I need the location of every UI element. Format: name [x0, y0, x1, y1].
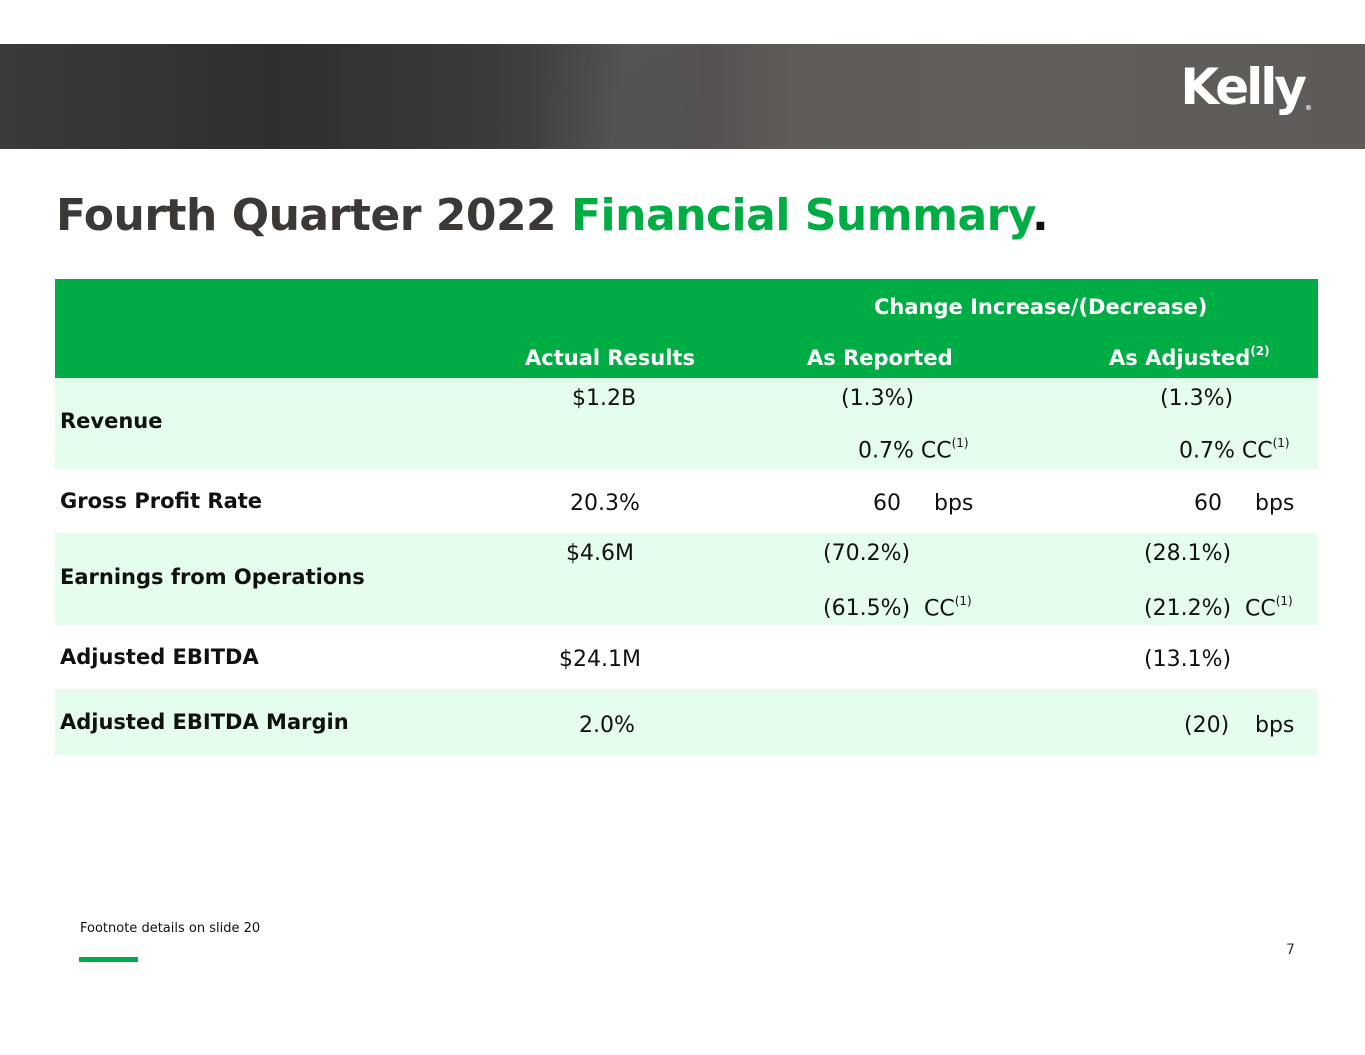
- col-header-adjusted-label: As Adjusted: [1109, 346, 1251, 370]
- cell-reported: (70.2%): [823, 541, 911, 566]
- registered-mark: ®: [1305, 104, 1312, 112]
- cell-adjusted-cc-number: (21.2%): [1144, 596, 1232, 621]
- cell-adjusted-number: (20): [1184, 713, 1230, 738]
- cell-adjusted-cc: 0.7% CC(1): [1179, 436, 1290, 464]
- cell-adjusted-cc-label: CC: [1245, 596, 1276, 622]
- row-label: Adjusted EBITDA Margin: [60, 710, 349, 734]
- row-label: Gross Profit Rate: [60, 489, 263, 513]
- cell-actual: $1.2B: [572, 386, 637, 411]
- row-label: Adjusted EBITDA: [60, 645, 259, 669]
- cell-reported: (1.3%): [841, 386, 915, 411]
- table-row-ebitda: Adjusted EBITDA $24.1M (13.1%): [55, 625, 1318, 689]
- row-label: Revenue: [60, 409, 163, 433]
- col-header-actual: Actual Results: [525, 346, 695, 370]
- cell-adjusted: (1.3%): [1160, 386, 1234, 411]
- footnote-ref: (1): [1272, 436, 1290, 450]
- financial-summary-table: Change Increase/(Decrease) Actual Result…: [55, 279, 1318, 755]
- cell-actual: $24.1M: [559, 647, 641, 672]
- footnote-ref: (1): [954, 594, 972, 608]
- cell-reported-number: 60: [873, 491, 901, 516]
- cell-actual: 20.3%: [570, 491, 640, 516]
- footnote-ref: (2): [1250, 344, 1270, 358]
- cell-actual: $4.6M: [566, 541, 634, 566]
- header-banner: [0, 44, 1365, 149]
- title-part-dark: Fourth Quarter 2022: [56, 190, 571, 241]
- page-title: Fourth Quarter 2022 Financial Summary.: [56, 190, 1049, 242]
- cell-reported-cc-value: 0.7% CC: [858, 438, 952, 464]
- title-part-green: Financial Summary: [571, 190, 1032, 241]
- footnote-ref: (1): [1275, 594, 1293, 608]
- row-label: Earnings from Operations: [60, 565, 365, 589]
- cell-adjusted-cc-value: 0.7% CC: [1179, 438, 1273, 464]
- group-header-change: Change Increase/(Decrease): [874, 295, 1208, 319]
- table-row-gross-profit: Gross Profit Rate 20.3% 60 bps 60 bps: [55, 469, 1318, 533]
- cell-actual: 2.0%: [579, 713, 635, 738]
- table-row-earnings: Earnings from Operations $4.6M (70.2%) (…: [55, 533, 1318, 625]
- footnote-text: Footnote details on slide 20: [80, 921, 261, 936]
- cell-adjusted: (28.1%): [1144, 541, 1232, 566]
- col-header-adjusted: As Adjusted(2): [1109, 344, 1270, 370]
- logo-text: Kelly: [1180, 58, 1307, 116]
- cell-adjusted-cc-unit: CC(1): [1245, 594, 1293, 622]
- footnote-ref: (1): [951, 436, 969, 450]
- kelly-logo: Kelly®: [1180, 62, 1312, 112]
- cell-reported-cc-label: CC: [924, 596, 955, 622]
- table-row-ebitda-margin: Adjusted EBITDA Margin 2.0% (20) bps: [55, 689, 1318, 755]
- cell-adjusted: (13.1%): [1144, 647, 1232, 672]
- table-header: Change Increase/(Decrease) Actual Result…: [55, 279, 1318, 378]
- page-number: 7: [1286, 942, 1295, 958]
- accent-bar: [79, 957, 138, 962]
- cell-adjusted-number: 60: [1194, 491, 1222, 516]
- cell-reported-cc: 0.7% CC(1): [858, 436, 969, 464]
- cell-reported-unit: bps: [934, 491, 974, 516]
- col-header-reported: As Reported: [807, 346, 953, 370]
- cell-reported-cc-unit: CC(1): [924, 594, 972, 622]
- cell-reported-cc-number: (61.5%): [823, 596, 911, 621]
- cell-adjusted-unit: bps: [1255, 491, 1295, 516]
- title-period: .: [1031, 190, 1049, 241]
- banner-highlight: [540, 44, 700, 149]
- table-row-revenue: Revenue $1.2B (1.3%) 0.7% CC(1) (1.3%) 0…: [55, 378, 1318, 469]
- cell-adjusted-unit: bps: [1255, 713, 1295, 738]
